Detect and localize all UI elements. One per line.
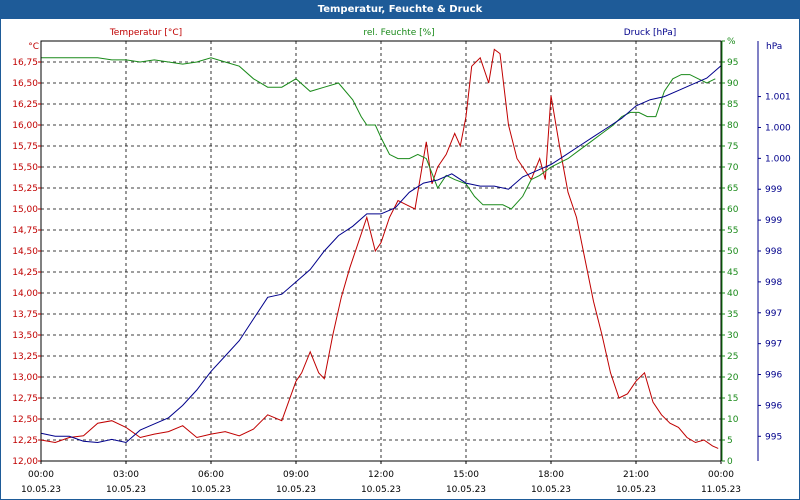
- pressure-tick-label: 998: [765, 278, 782, 288]
- temperature-tick-label: 15,75: [12, 142, 38, 152]
- chart-title: Temperatur, Feuchte & Druck: [1, 1, 799, 19]
- series-line-pressure: [40, 65, 722, 444]
- humidity-tick-label: 60: [727, 205, 739, 215]
- pressure-tick-label: 997: [765, 340, 782, 350]
- x-tick-time: 06:00: [198, 470, 224, 480]
- x-tick-time: 00:00: [28, 470, 54, 480]
- x-tick-time: 15:00: [453, 470, 479, 480]
- humidity-tick-label: 0: [727, 457, 733, 467]
- temperature-unit: °C: [28, 42, 39, 52]
- x-tick-date: 10.05.23: [531, 485, 571, 495]
- temperature-tick-label: 15,00: [12, 205, 38, 215]
- temperature-tick-label: 12,50: [12, 415, 38, 425]
- humidity-tick-label: 80: [727, 121, 739, 131]
- temperature-tick-label: 16,00: [12, 121, 38, 131]
- temperature-tick-label: 12,75: [12, 394, 38, 404]
- temperature-tick-label: 13,00: [12, 373, 38, 383]
- x-tick-date: 10.05.23: [106, 485, 146, 495]
- temperature-tick-label: 12,00: [12, 457, 38, 467]
- x-tick-time: 12:00: [368, 470, 394, 480]
- temperature-tick-label: 16,75: [12, 58, 38, 68]
- pressure-tick-label: 1.000: [765, 154, 791, 164]
- humidity-tick-label: 50: [727, 247, 739, 257]
- humidity-tick-label: 75: [727, 142, 738, 152]
- x-tick-date: 10.05.23: [446, 485, 486, 495]
- x-tick-date: 11.05.23: [701, 485, 741, 495]
- humidity-tick-label: 15: [727, 394, 738, 404]
- x-tick-time: 18:00: [538, 470, 564, 480]
- x-tick-time: 00:00: [708, 470, 734, 480]
- x-tick-date: 10.05.23: [191, 485, 231, 495]
- humidity-tick-label: 95: [727, 58, 738, 68]
- x-tick-time: 21:00: [623, 470, 649, 480]
- pressure-axis-label: Druck [hPa]: [624, 28, 677, 38]
- pressure-tick-label: 996: [765, 371, 782, 381]
- pressure-tick-label: 996: [765, 401, 782, 411]
- humidity-tick-label: 5: [727, 436, 733, 446]
- humidity-tick-label: 90: [727, 79, 739, 89]
- temperature-axis-label: Temperatur [°C]: [109, 28, 182, 38]
- humidity-tick-label: 65: [727, 184, 738, 194]
- pressure-tick-label: 1.001: [765, 93, 791, 103]
- temperature-tick-label: 13,25: [12, 352, 38, 362]
- x-tick-date: 10.05.23: [276, 485, 316, 495]
- x-tick-time: 03:00: [113, 470, 139, 480]
- humidity-axis-label: rel. Feuchte [%]: [363, 28, 434, 38]
- temperature-tick-label: 12,25: [12, 436, 38, 446]
- humidity-tick-label: 45: [727, 268, 738, 278]
- pressure-tick-label: 999: [765, 216, 782, 226]
- pressure-tick-label: 1.000: [765, 123, 791, 133]
- temperature-tick-label: 16,25: [12, 100, 38, 110]
- humidity-tick-label: 10: [727, 415, 739, 425]
- temperature-tick-label: 13,75: [12, 310, 38, 320]
- humidity-tick-label: 25: [727, 352, 738, 362]
- humidity-tick-label: 55: [727, 226, 738, 236]
- humidity-tick-label: 85: [727, 100, 738, 110]
- temperature-tick-label: 14,50: [12, 247, 38, 257]
- pressure-unit: hPa: [766, 42, 782, 52]
- humidity-tick-label: 20: [727, 373, 739, 383]
- pressure-tick-label: 999: [765, 185, 782, 195]
- temperature-tick-label: 14,00: [12, 289, 38, 299]
- temperature-tick-label: 14,25: [12, 268, 38, 278]
- x-tick-date: 10.05.23: [21, 485, 61, 495]
- humidity-tick-label: 30: [727, 331, 739, 341]
- pressure-tick-label: 995: [765, 432, 782, 442]
- temperature-tick-label: 13,50: [12, 331, 38, 341]
- series-line-temperature: [40, 48, 719, 449]
- humidity-tick-label: %: [727, 37, 736, 47]
- x-tick-time: 09:00: [283, 470, 309, 480]
- temperature-tick-label: 15,25: [12, 184, 38, 194]
- humidity-tick-label: 70: [727, 163, 739, 173]
- temperature-tick-label: 16,50: [12, 79, 38, 89]
- humidity-tick-label: 40: [727, 289, 739, 299]
- pressure-tick-label: 997: [765, 309, 782, 319]
- pressure-tick-label: 998: [765, 247, 782, 257]
- x-tick-date: 10.05.23: [361, 485, 401, 495]
- x-tick-date: 10.05.23: [616, 485, 656, 495]
- temperature-tick-label: 15,50: [12, 163, 38, 173]
- humidity-tick-label: 35: [727, 310, 738, 320]
- temperature-tick-label: 14,75: [12, 226, 38, 236]
